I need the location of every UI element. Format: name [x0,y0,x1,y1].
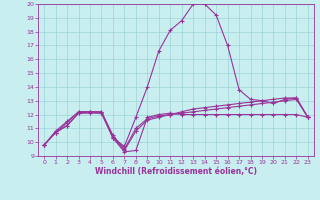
X-axis label: Windchill (Refroidissement éolien,°C): Windchill (Refroidissement éolien,°C) [95,167,257,176]
